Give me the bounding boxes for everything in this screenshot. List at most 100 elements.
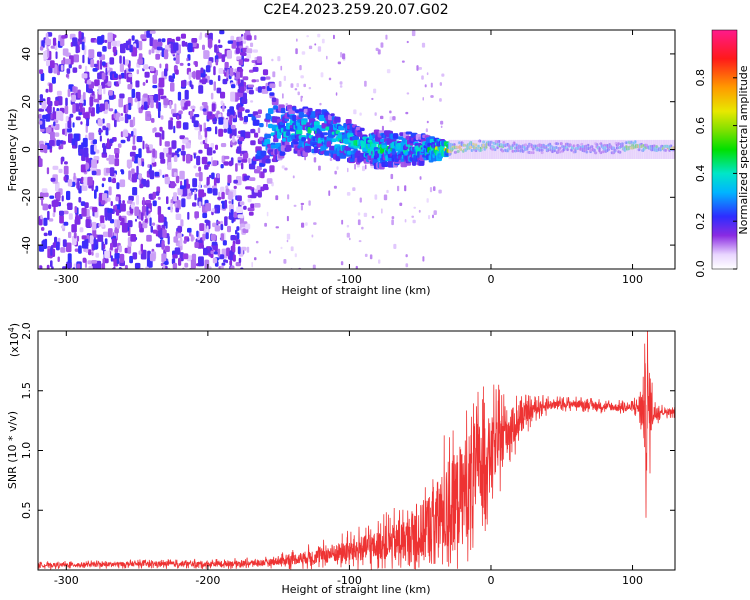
spectrogram-cell xyxy=(210,143,215,149)
spectrogram-cell xyxy=(136,69,139,75)
spectrogram-cell xyxy=(298,142,303,147)
spectrogram-cell xyxy=(152,74,158,84)
spectrogram-cell xyxy=(331,138,337,143)
spectrogram-cell xyxy=(162,229,167,238)
spectrogram-cell xyxy=(300,202,305,205)
spectrogram-cell xyxy=(160,215,164,223)
spectrogram-cell xyxy=(98,85,102,95)
spectrogram-cell xyxy=(107,138,110,148)
spectrogram-cell xyxy=(259,162,265,167)
spectrogram-cell xyxy=(175,175,180,184)
spectrogram-cell xyxy=(230,235,236,241)
spectrogram-cell xyxy=(205,65,211,73)
spectrogram-cell xyxy=(226,259,228,264)
spectrogram-cell xyxy=(529,139,532,159)
spectrogram-cell xyxy=(271,58,274,62)
spectrogram-cell xyxy=(665,139,668,159)
spectrogram-cell xyxy=(177,91,182,101)
spectrogram-cell xyxy=(68,213,73,220)
spectrogram-cell xyxy=(112,46,117,53)
spectrogram-cell xyxy=(429,187,433,193)
spectrogram-cell xyxy=(52,107,55,114)
spectrogram-cell xyxy=(639,139,642,159)
spectrogram-cell xyxy=(243,152,249,159)
spectrogram-cell xyxy=(91,262,97,269)
spectrogram-cell xyxy=(173,57,176,61)
spectrogram-cell xyxy=(97,51,102,57)
spectrogram-cell xyxy=(342,53,346,60)
spectrogram-cell xyxy=(196,155,201,166)
spectrogram-cell xyxy=(262,184,269,190)
spectrogram-cell xyxy=(301,137,306,142)
spectrogram-cell xyxy=(169,101,172,109)
spectrogram-cell xyxy=(198,171,203,182)
spectrogram-cell xyxy=(159,136,162,146)
spectrogram-cell xyxy=(508,139,510,159)
spectrogram-cell xyxy=(389,116,393,123)
spectrogram-cell xyxy=(430,82,433,88)
spectrogram-cell xyxy=(206,147,213,156)
spectrogram-cell xyxy=(223,161,230,165)
spectrogram-cell xyxy=(328,77,332,81)
spectrogram-xlabel: Height of straight line (km) xyxy=(281,284,430,297)
spectrogram-cell xyxy=(206,127,212,132)
spectrogram-cell xyxy=(98,129,103,133)
spectrogram-cell xyxy=(171,258,176,265)
spectrogram-cell xyxy=(233,189,237,197)
spectrogram-cell xyxy=(58,145,62,150)
snr-ytick-label: 1.0 xyxy=(20,442,33,460)
spectrogram-cell xyxy=(533,139,536,159)
spectrogram-cell xyxy=(338,125,345,131)
spectrogram-cell xyxy=(127,114,132,120)
spectrogram-cell xyxy=(120,113,124,116)
spectrogram-cell xyxy=(609,139,612,159)
spectrogram-cell xyxy=(266,178,273,184)
spectrogram-cell xyxy=(590,139,593,159)
spectrogram-cell xyxy=(182,106,185,111)
spectrogram-cell xyxy=(531,139,534,159)
spectrogram-cell xyxy=(147,250,151,260)
spectrogram-cell xyxy=(586,139,589,159)
spectrogram-cell xyxy=(588,139,591,159)
spectrogram-cell xyxy=(282,138,287,142)
spectrogram-cell xyxy=(82,257,87,263)
spectrogram-cell xyxy=(320,72,324,78)
spectrogram-cell xyxy=(93,239,97,249)
spectrogram-cell xyxy=(218,68,224,74)
spectrogram-cell xyxy=(317,46,322,52)
spectrogram-cell xyxy=(217,221,221,225)
spectrogram-cell xyxy=(527,139,530,159)
spectrogram-cell xyxy=(646,139,648,159)
spectrogram-cell xyxy=(212,188,218,196)
snr-xtick-label: 100 xyxy=(622,574,643,587)
spectrogram-cell xyxy=(255,79,259,83)
spectrogram-cell xyxy=(148,144,153,151)
spectrogram-cell xyxy=(78,31,82,39)
spectrogram-cell xyxy=(256,56,262,63)
spectrogram-cell xyxy=(248,177,256,181)
spectrogram-cell xyxy=(53,121,56,127)
snr-yscale-exp: 4 xyxy=(7,327,16,332)
spectrogram-cell xyxy=(217,173,220,179)
spectrogram-cell xyxy=(488,139,491,159)
spectrogram-cell xyxy=(174,103,177,113)
spectrogram-cell xyxy=(419,176,422,180)
spectrogram-cell xyxy=(361,226,364,230)
spectrogram-cell xyxy=(115,209,120,216)
spectrogram-cell xyxy=(183,179,187,189)
spectrogram-cell xyxy=(176,115,180,120)
spectrogram-cell xyxy=(251,79,257,83)
spectrogram-cell xyxy=(93,144,97,152)
spectrogram-cell xyxy=(54,132,60,137)
spectrogram-cell xyxy=(150,225,153,233)
spectrogram-cell xyxy=(339,81,343,85)
spectrogram-cell xyxy=(363,212,368,217)
spectrogram-cell xyxy=(88,107,91,114)
spectrogram-cell xyxy=(312,264,316,269)
spectrogram-ytick-label: 0 xyxy=(20,146,33,153)
spectrogram-cell xyxy=(238,257,242,263)
spectrogram-marks xyxy=(38,30,675,269)
spectrogram-cell xyxy=(196,230,199,238)
spectrogram-cell xyxy=(364,164,367,170)
spectrogram-cell xyxy=(333,185,337,189)
